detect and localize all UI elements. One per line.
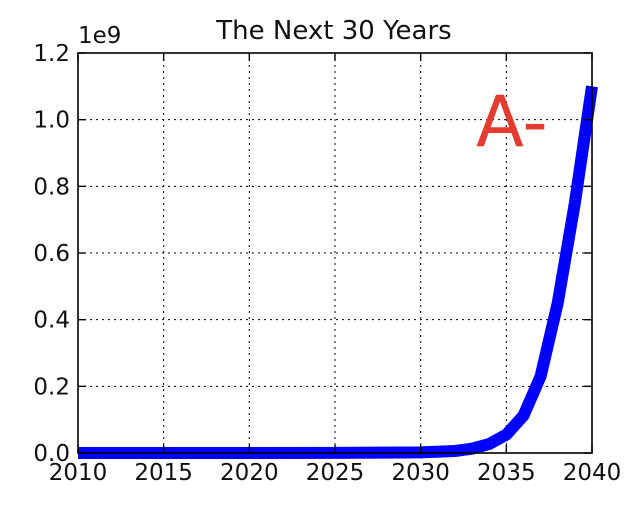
y-tick-label: 0.6	[33, 241, 70, 267]
x-tick-label: 2015	[134, 460, 193, 486]
plot-frame	[77, 52, 593, 454]
chart-annotation: A-	[476, 81, 548, 163]
y-tick-label: 0.0	[33, 441, 70, 467]
y-tick-label: 1.0	[33, 108, 70, 134]
axis-layer	[77, 52, 593, 454]
y-tick-label: 1.2	[33, 41, 70, 67]
x-tick-label: 2010	[49, 460, 108, 486]
chart-title: The Next 30 Years	[215, 16, 451, 46]
y-tick-label: 0.8	[33, 174, 70, 200]
y-tick-label: 0.4	[33, 308, 70, 334]
x-tick-label: 2040	[563, 460, 622, 486]
y-axis-multiplier-label: 1e9	[78, 23, 121, 49]
y-tick-label: 0.2	[33, 374, 70, 400]
x-tick-label: 2025	[306, 460, 365, 486]
x-tick-label: 2035	[477, 460, 536, 486]
x-tick-label: 2020	[220, 460, 279, 486]
x-tick-label: 2030	[391, 460, 450, 486]
tick-label-layer: 2010 2015 2020 2025 2030 2035 2040 0.0 0.2 0.4 0.6…	[33, 41, 621, 486]
